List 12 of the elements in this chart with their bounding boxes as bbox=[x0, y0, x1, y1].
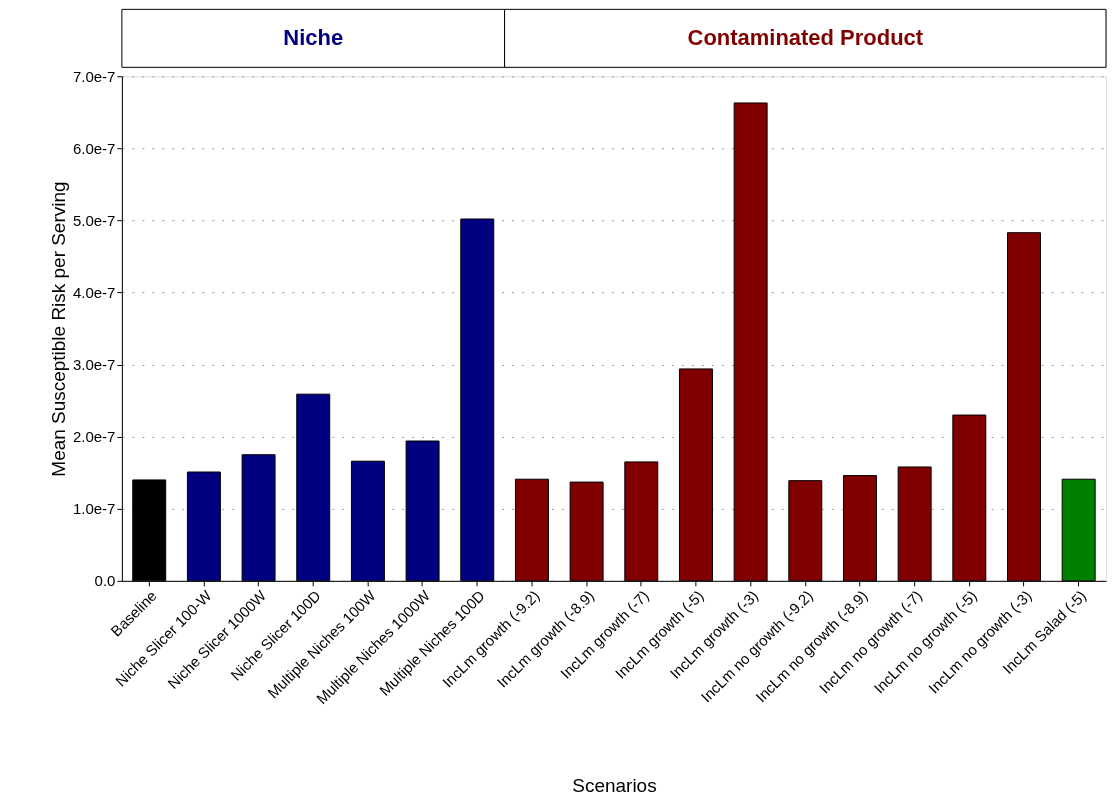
y-tick-label: 7.0e-7 bbox=[72, 67, 116, 85]
y-tick-label: 4.0e-7 bbox=[72, 284, 116, 302]
text: Niche bbox=[283, 25, 344, 51]
x-axis-title: Scenarios bbox=[572, 775, 657, 797]
text: Contaminated Product bbox=[687, 25, 924, 51]
y-tick-label: 3.0e-7 bbox=[72, 356, 116, 374]
y-axis-title: Mean Susceptible Risk per Serving bbox=[47, 181, 69, 477]
y-tick-label: 5.0e-7 bbox=[72, 211, 116, 229]
y-tick-label: 2.0e-7 bbox=[72, 428, 116, 446]
y-tick-label: 1.0e-7 bbox=[72, 500, 116, 518]
y-tick-label: 0.0 bbox=[94, 572, 116, 590]
y-tick-label: 6.0e-7 bbox=[72, 139, 116, 157]
